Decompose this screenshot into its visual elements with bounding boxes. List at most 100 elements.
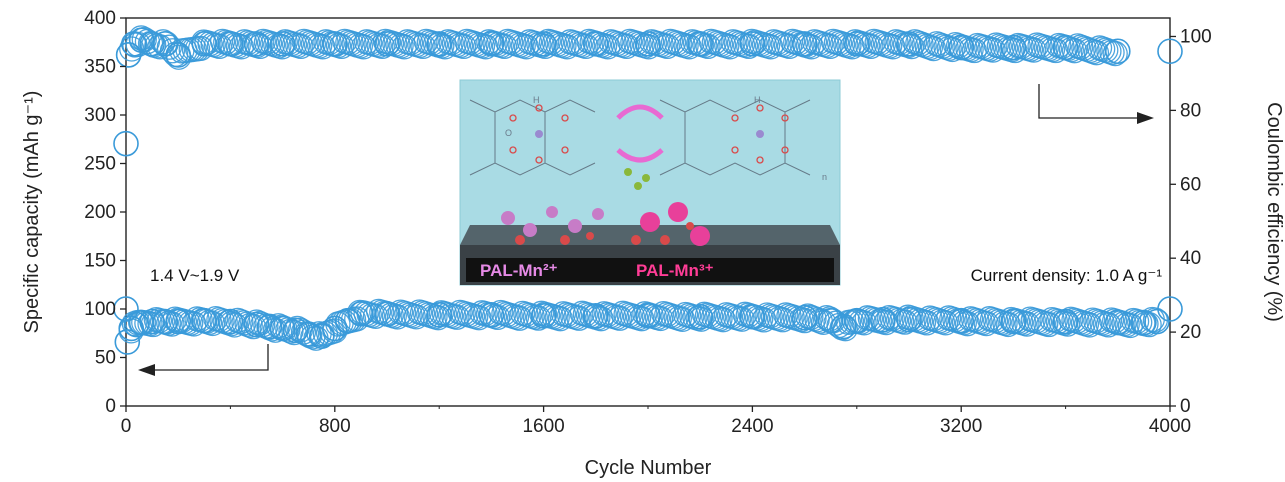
proton-dot [624, 168, 632, 176]
y-right-tick-label: 80 [1180, 100, 1201, 121]
data-point [817, 33, 843, 60]
data-point [221, 312, 248, 338]
data-point [736, 33, 762, 60]
y-left-tick-label: 250 [84, 154, 116, 175]
data-point [485, 304, 511, 331]
data-point [880, 34, 906, 60]
electrode-surface-top [460, 225, 840, 245]
data-point [297, 322, 323, 349]
data-point [156, 34, 182, 60]
redox-arrow-top [616, 104, 664, 120]
data-point [269, 34, 295, 60]
data-point [851, 310, 877, 336]
data-point [1043, 37, 1069, 64]
data-point [817, 306, 843, 332]
coordination-site-left [509, 104, 569, 164]
data-point [128, 25, 154, 51]
inset-label-mn2: PAL-Mn²⁺ [480, 261, 558, 280]
data-point [826, 312, 852, 339]
data-point [115, 42, 142, 68]
data-point [917, 34, 944, 61]
data-point [166, 44, 192, 70]
data-point [914, 310, 940, 336]
y-left-tick-label: 50 [95, 348, 116, 369]
data-point [218, 311, 245, 337]
y-left-tick-label: 400 [84, 8, 116, 29]
data-point [200, 310, 226, 337]
x-tick-label: 0 [121, 416, 132, 437]
data-point [892, 309, 918, 335]
series-right [113, 25, 1183, 157]
data-point [1036, 311, 1062, 338]
voltage-annotation: 1.4 V~1.9 V [150, 266, 240, 285]
data-point [770, 307, 796, 333]
data-point [717, 34, 743, 60]
x-axis-title: Cycle Number [585, 457, 712, 479]
data-point [288, 33, 314, 60]
data-point [710, 307, 736, 333]
data-point [384, 304, 411, 330]
y-right-tick-label: 0 [1180, 396, 1191, 417]
y-left-tick-label: 100 [84, 299, 116, 320]
data-point [554, 34, 580, 60]
data-point [688, 306, 714, 332]
data-point [1058, 36, 1084, 63]
inset-h-label-right: H [754, 95, 761, 105]
data-point [547, 306, 573, 332]
data-point [973, 310, 999, 337]
data-point [113, 130, 139, 157]
data-point [425, 305, 451, 331]
data-point [240, 313, 267, 340]
data-point [635, 34, 662, 60]
data-point [936, 35, 962, 61]
y-left-tick-label: 150 [84, 251, 116, 272]
data-point [820, 308, 846, 334]
data-point [676, 34, 702, 60]
coordination-site-right [731, 104, 789, 164]
data-point [873, 309, 899, 336]
data-point [895, 32, 922, 59]
data-point [729, 306, 755, 332]
y-right-tick-label: 40 [1180, 248, 1201, 269]
data-point [566, 305, 592, 331]
data-series-layer [113, 25, 1183, 355]
mn2-clusters [501, 206, 604, 245]
data-point [140, 311, 166, 338]
data-point [391, 34, 417, 60]
data-point [1083, 40, 1110, 66]
data-point [181, 311, 207, 337]
data-point [595, 34, 621, 60]
data-point [369, 33, 395, 60]
data-point [920, 35, 947, 62]
data-point [228, 34, 255, 60]
data-point [1002, 37, 1028, 64]
data-point [695, 33, 721, 60]
data-point [237, 312, 263, 339]
mn3-center-right [756, 130, 764, 138]
y-right-tick-label: 20 [1180, 322, 1201, 343]
data-point [588, 306, 614, 332]
data-point [1157, 38, 1183, 65]
inset-h-label-left: H [533, 95, 540, 105]
x-tick-label: 800 [319, 416, 351, 437]
data-point [613, 33, 640, 60]
data-point [310, 34, 336, 60]
inset-o-label: O [505, 128, 512, 138]
redox-arrow-bottom [616, 148, 664, 163]
data-point [159, 311, 185, 337]
data-point [832, 316, 858, 342]
series-left [113, 296, 1183, 355]
data-point [1102, 40, 1128, 67]
data-point [532, 33, 558, 60]
data-point [259, 316, 285, 342]
proton-dot [634, 182, 642, 190]
data-point [506, 305, 533, 331]
data-point [491, 33, 518, 60]
data-point [525, 305, 552, 331]
mn3-clusters [631, 202, 710, 246]
data-point [1061, 38, 1088, 64]
data-point [119, 36, 145, 62]
left-axis-arrow [138, 344, 269, 376]
data-point [1055, 311, 1081, 337]
